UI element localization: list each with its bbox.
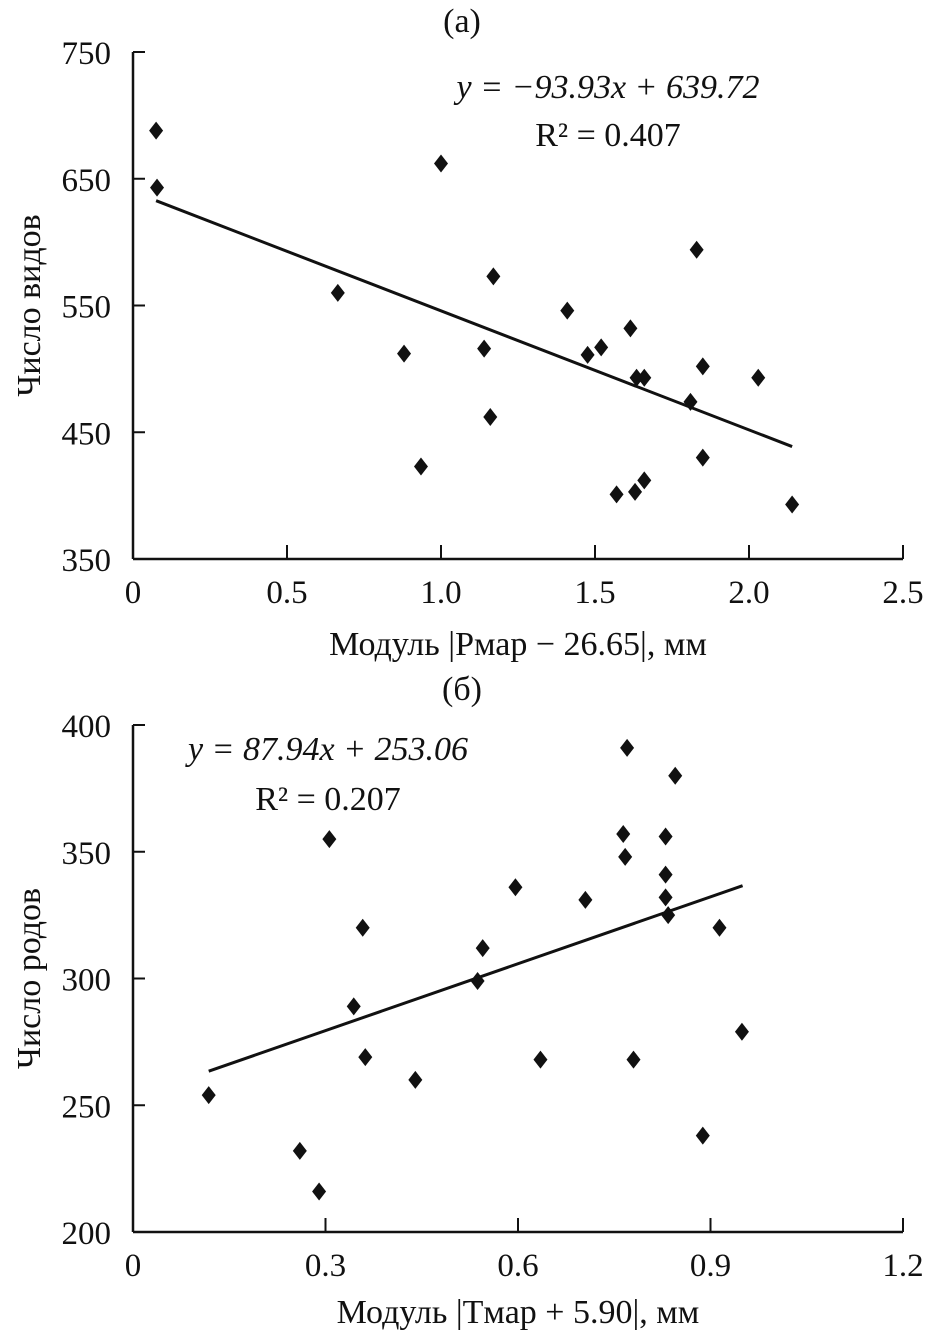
x-tick-label: 0.5 [266,575,307,611]
data-point [785,495,800,514]
x-tick-label: 0 [125,575,142,611]
data-point [658,827,673,846]
data-point [330,283,345,302]
x-tick-label: 1.2 [882,1248,923,1284]
data-point [322,830,337,849]
data-point [695,448,710,467]
x-axis-label: Модуль |Pмар − 26.65|, мм [329,626,707,663]
data-point [609,485,624,504]
x-tick-label: 2.0 [728,575,769,611]
y-tick-label: 550 [62,290,112,326]
regression-equation: y = −93.93x + 639.72 [453,69,759,106]
data-point [312,1182,327,1201]
r-squared: R² = 0.207 [255,781,401,818]
data-point [434,154,448,173]
data-point [346,997,361,1016]
data-point [150,178,165,197]
data-point [483,408,498,427]
data-point [560,301,575,320]
data-point [683,392,698,411]
y-axis-label: Число видов [11,214,48,396]
x-tick-label: 0.3 [305,1248,346,1284]
data-point [658,888,673,907]
data-point [508,878,523,897]
y-tick-label: 300 [62,963,112,999]
data-point [618,847,633,866]
data-point [470,972,485,991]
trend-line [155,199,793,448]
regression-equation: y = 87.94x + 253.06 [185,731,468,768]
y-tick-label: 400 [62,709,112,745]
data-point [626,1050,641,1069]
data-point [637,471,652,490]
data-point [486,267,501,286]
data-point [533,1050,548,1069]
data-point [358,1048,373,1067]
data-point [623,319,638,338]
data-point [668,766,683,785]
data-point [580,345,595,364]
data-point [637,368,652,387]
data-point [689,240,704,259]
data-point [578,890,593,909]
chart-title: (a) [443,3,481,40]
data-point [629,368,644,387]
r-squared: R² = 0.407 [535,117,681,154]
data-point [355,918,370,937]
y-tick-label: 200 [62,1216,112,1252]
data-point [628,482,643,501]
data-point [594,338,609,357]
x-tick-label: 2.5 [882,575,923,611]
y-tick-label: 350 [62,543,112,579]
x-tick-label: 0.9 [690,1248,731,1284]
x-tick-label: 0.6 [497,1248,538,1284]
data-point [475,939,490,958]
x-tick-label: 0 [125,1248,142,1284]
data-point [695,357,710,376]
data-point [292,1141,307,1160]
y-tick-label: 350 [62,836,112,872]
data-point [620,738,635,757]
data-point [712,918,727,937]
y-tick-label: 250 [62,1089,112,1125]
data-point [751,368,766,387]
data-point [695,1126,710,1145]
y-tick-label: 450 [62,416,112,452]
data-point [658,865,673,884]
data-point [477,339,492,358]
chart-2: 0 0.3 0.6 0.9 1.2 200 250 300 350 400 (б) Модуль |T… [11,671,924,1331]
y-tick-label: 750 [62,36,112,72]
data-point [408,1070,423,1089]
data-point [397,344,412,363]
x-axis-label: Модуль |Tмар + 5.90|, мм [337,1294,700,1331]
x-tick-label: 1.0 [420,575,461,611]
data-point [413,457,428,476]
data-point [201,1086,216,1105]
data-point [661,906,676,925]
y-axis-label: Число родов [11,888,48,1069]
y-tick-label: 650 [62,163,112,199]
data-point [616,825,631,844]
x-tick-label: 1.5 [574,575,615,611]
chart-title: (б) [442,671,482,708]
data-point [149,121,164,140]
chart-1: 0 0.5 1.0 1.5 2.0 2.5 350 450 550 650 750 (a) Модуль… [11,3,924,663]
data-point [734,1022,749,1041]
